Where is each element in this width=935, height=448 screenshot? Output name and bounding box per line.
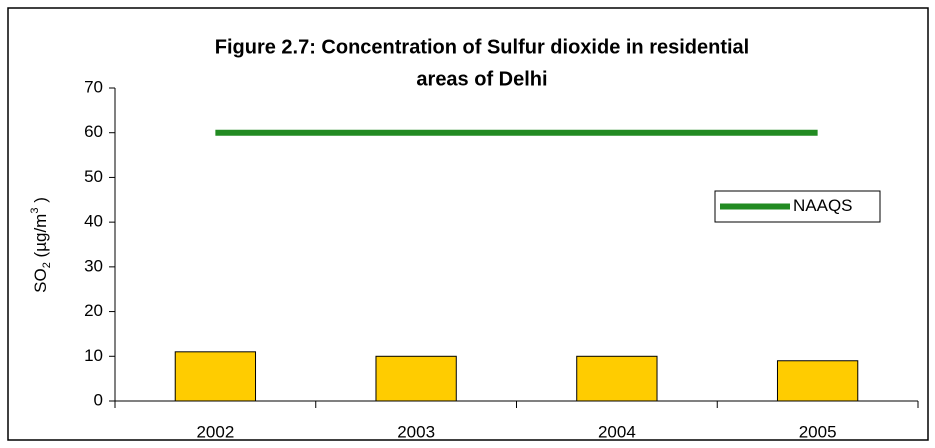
y-tick-label: 40	[84, 212, 103, 231]
y-tick-label: 20	[84, 301, 103, 320]
x-tick-label: 2004	[598, 422, 636, 441]
y-axis-label-part: SO	[31, 268, 50, 293]
y-tick-label: 50	[84, 167, 103, 186]
y-axis-label-part: )	[31, 197, 50, 207]
y-tick-label: 10	[84, 346, 103, 365]
x-tick-label: 2003	[397, 422, 435, 441]
bar	[576, 355, 658, 402]
chart-border	[7, 7, 929, 441]
legend-label: NAAQS	[793, 196, 853, 215]
y-axis-label-part: 3	[29, 208, 41, 214]
x-tick-label: 2005	[799, 422, 837, 441]
chart-title: areas of Delhi	[416, 68, 547, 90]
x-tick-label: 2002	[196, 422, 234, 441]
y-axis-label-part: (µg/m	[31, 214, 50, 263]
y-axis-label: SO2 (µg/m3 )	[29, 197, 53, 293]
y-axis-label-part: 2	[41, 262, 53, 268]
bar	[375, 355, 457, 402]
y-tick-label: 60	[84, 122, 103, 141]
chart-title: Figure 2.7: Concentration of Sulfur diox…	[215, 36, 750, 58]
y-tick-label: 0	[94, 390, 103, 409]
y-tick-label: 70	[84, 77, 103, 96]
bar	[174, 351, 257, 402]
bar	[776, 360, 859, 402]
y-tick-label: 30	[84, 256, 103, 275]
